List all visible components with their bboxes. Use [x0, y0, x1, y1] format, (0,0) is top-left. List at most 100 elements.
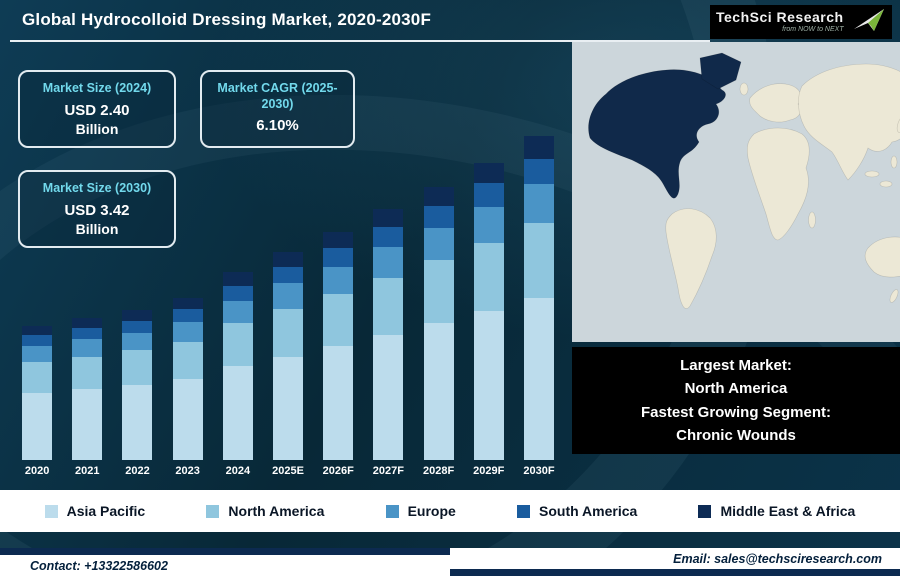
bar-chart: 2020 2021 2022 2023 2024 2025E 2026F 2027F 2028F…: [12, 112, 564, 478]
continent-north-america: [588, 69, 726, 199]
bar-stack: [523, 135, 554, 460]
logo-brand: TechSci Research: [716, 9, 844, 26]
bar-stack: [323, 232, 354, 460]
bar-segment: [122, 310, 153, 321]
stat-market-cagr: Market CAGR (2025-2030) 6.10%: [200, 70, 355, 148]
x-axis-label: 2021: [75, 465, 100, 477]
bar-segment: [222, 272, 253, 286]
callout-line-largest-market-label: Largest Market:: [680, 357, 792, 374]
stat-market-size-2024: Market Size (2024) USD 2.40 Billion: [18, 70, 176, 148]
bar-segment: [273, 252, 304, 268]
x-axis-label: 2020: [24, 465, 50, 477]
bar-column: 2024: [213, 112, 263, 478]
bar-segment: [323, 232, 354, 249]
bar-segment: [172, 297, 203, 309]
bar-segment: [72, 339, 103, 357]
bar-segment: [473, 162, 504, 183]
x-axis-label: 2027F: [372, 465, 404, 477]
island-philippines: [890, 155, 898, 169]
island-uk: [739, 82, 749, 96]
x-axis-label: 2026F: [322, 465, 354, 477]
legend-item: Europe: [385, 503, 456, 519]
bar-segment: [323, 248, 354, 267]
x-axis-label: 2022: [125, 465, 150, 477]
bar-segment: [473, 242, 504, 312]
bar-stack: [473, 162, 504, 460]
legend-label: Europe: [407, 503, 456, 519]
stat-unit: Billion: [75, 120, 119, 137]
continent-australia: [864, 236, 900, 278]
bar-segment: [72, 328, 103, 340]
bar-segment: [222, 366, 253, 460]
footer-email: Email: sales@techsciresearch.com: [450, 548, 900, 576]
bar-segment: [423, 186, 454, 207]
legend-item: North America: [206, 503, 324, 519]
legend-label: South America: [539, 503, 638, 519]
bar-segment: [373, 277, 404, 336]
bar-stack: [72, 318, 103, 460]
bar-column: 2021: [62, 112, 112, 478]
bar-segment: [222, 285, 253, 301]
legend-item: Asia Pacific: [44, 503, 146, 519]
bar-segment: [222, 300, 253, 324]
footer-contact: Contact: +13322586602: [0, 548, 450, 576]
legend-swatch: [385, 504, 399, 518]
bar-column: 2022: [112, 112, 162, 478]
bar-segment: [172, 341, 203, 380]
bar-column: 2028F: [414, 112, 464, 478]
x-axis-label: 2029F: [473, 465, 505, 477]
bar-segment: [473, 182, 504, 207]
legend-item: South America: [517, 503, 637, 519]
legend-item: Middle East & Africa: [698, 503, 855, 519]
bar-segment: [373, 209, 404, 227]
bar-segment: [423, 323, 454, 460]
bar-segment: [122, 320, 153, 333]
bar-segment: [122, 332, 153, 351]
bar-segment: [22, 335, 53, 347]
bar-segment: [172, 322, 203, 342]
bar-segment: [523, 184, 554, 224]
arrow-icon: [852, 7, 886, 38]
x-axis-label: 2023: [175, 465, 200, 477]
x-axis-label: 2024: [225, 465, 251, 477]
bar-column: 2030F: [514, 112, 564, 478]
bar-segment: [22, 346, 53, 363]
island-new-zealand: [889, 289, 899, 303]
legend-swatch: [44, 504, 58, 518]
bar-segment: [373, 246, 404, 278]
stat-label: Market Size (2024): [42, 81, 152, 95]
bar-column: 2025E: [263, 112, 313, 478]
x-axis-label: 2030F: [523, 465, 555, 477]
bar-segment: [323, 266, 354, 294]
bar-segment: [72, 389, 103, 460]
bar-stack: [222, 272, 253, 460]
bar-segment: [22, 362, 53, 393]
bar-column: 2029F: [464, 112, 514, 478]
legend-label: Asia Pacific: [66, 503, 146, 519]
bar-segment: [273, 308, 304, 357]
world-map: [572, 42, 900, 342]
logo-text: TechSci Research from NOW to NEXT: [716, 10, 844, 33]
bar-stack: [22, 326, 53, 460]
greenland: [699, 52, 742, 90]
stat-market-size-2030: Market Size (2030) USD 3.42 Billion: [18, 170, 176, 248]
bar-segment: [373, 335, 404, 460]
bar-segment: [273, 356, 304, 460]
stat-label: Market CAGR (2025-2030): [217, 81, 338, 111]
logo-tagline: from NOW to NEXT: [782, 25, 844, 33]
bar-segment: [22, 393, 53, 460]
bar-segment: [473, 311, 504, 460]
bar-segment: [72, 318, 103, 329]
bar-segment: [22, 326, 53, 336]
bar-segment: [473, 206, 504, 243]
legend-label: North America: [228, 503, 325, 519]
bar-segment: [373, 226, 404, 247]
callout-line-fastest-segment-value: Chronic Wounds: [676, 426, 796, 444]
bar-column: 2027F: [363, 112, 413, 478]
x-axis-label: 2025E: [272, 465, 304, 477]
legend-swatch: [517, 504, 530, 518]
bar-segment: [122, 350, 153, 385]
island-indonesia-2: [879, 180, 893, 188]
bar-segment: [122, 385, 153, 460]
